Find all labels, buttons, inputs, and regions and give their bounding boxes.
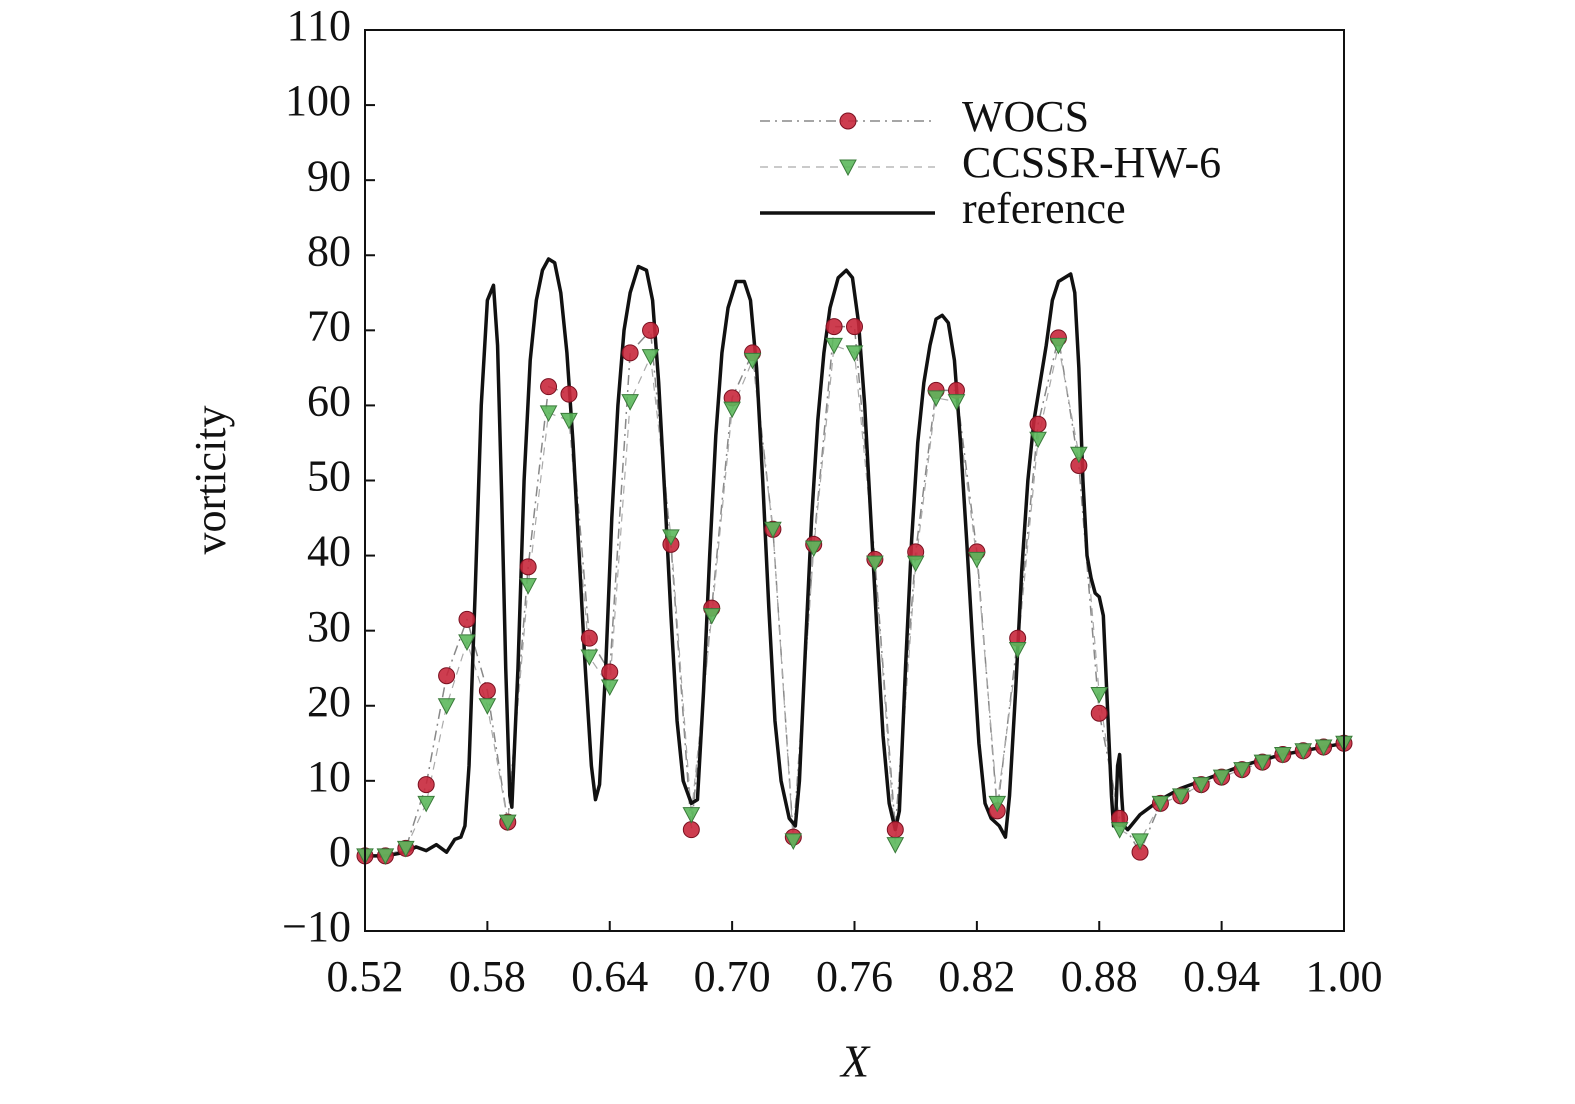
marker — [458, 610, 476, 628]
marker — [702, 608, 721, 625]
y-tick-label: 50 — [307, 452, 351, 501]
marker — [600, 679, 619, 697]
marker — [1008, 641, 1027, 659]
marker — [560, 385, 578, 403]
marker — [662, 529, 680, 546]
marker — [1314, 739, 1333, 757]
marker — [804, 540, 823, 558]
marker — [539, 405, 558, 422]
marker — [1090, 686, 1109, 704]
x-tick-label: 1.00 — [1306, 952, 1383, 1001]
marker — [886, 837, 905, 854]
marker — [458, 634, 476, 651]
marker — [839, 159, 857, 177]
marker — [866, 555, 884, 573]
legend-label: WOCS — [962, 92, 1089, 141]
marker — [1029, 431, 1047, 449]
marker — [1090, 704, 1108, 722]
marker — [438, 667, 456, 685]
marker — [682, 807, 701, 824]
marker — [825, 318, 843, 336]
marker — [478, 682, 496, 700]
x-tick-label: 0.88 — [1061, 952, 1138, 1001]
marker — [1212, 769, 1231, 787]
marker — [1049, 337, 1068, 355]
marker — [1172, 788, 1190, 805]
y-tick-label: 30 — [307, 602, 351, 651]
legend-label: CCSSR-HW-6 — [962, 138, 1221, 187]
plot-frame — [364, 29, 1345, 932]
marker — [519, 578, 538, 595]
marker — [560, 412, 578, 430]
legend-label: reference — [962, 184, 1126, 233]
marker — [906, 555, 925, 573]
y-tick-label: 60 — [307, 377, 351, 426]
y-tick-label: 20 — [307, 677, 351, 726]
marker — [743, 352, 762, 370]
marker — [1029, 415, 1047, 433]
marker — [417, 795, 436, 813]
marker — [1131, 833, 1149, 850]
marker — [580, 649, 599, 667]
x-axis-label: X — [839, 1036, 871, 1087]
marker — [988, 795, 1007, 813]
marker — [845, 345, 864, 362]
marker — [396, 840, 415, 858]
y-tick-label: 0 — [329, 827, 351, 876]
y-tick-label: 80 — [307, 226, 351, 275]
y-tick-label: 100 — [285, 76, 351, 125]
marker — [1192, 777, 1211, 794]
y-tick-label: 40 — [307, 527, 351, 576]
x-tick-label: 0.82 — [938, 952, 1015, 1001]
marker — [764, 521, 782, 539]
marker — [498, 814, 517, 832]
marker — [437, 698, 456, 715]
marker — [723, 401, 741, 419]
marker — [947, 394, 966, 411]
marker — [1253, 754, 1272, 772]
marker — [621, 394, 639, 411]
marker — [1110, 822, 1129, 839]
marker — [968, 551, 986, 569]
marker — [417, 776, 435, 794]
marker — [519, 558, 537, 576]
x-tick-label: 0.70 — [694, 952, 771, 1001]
x-tick-label: 0.64 — [571, 952, 648, 1001]
marker — [784, 833, 803, 850]
marker — [601, 663, 619, 681]
marker — [540, 378, 558, 396]
marker — [376, 848, 395, 865]
x-tick-label: 0.58 — [449, 952, 526, 1001]
marker — [927, 390, 945, 407]
marker — [839, 112, 857, 130]
marker — [846, 318, 863, 336]
marker — [1273, 747, 1292, 764]
marker — [1233, 762, 1251, 779]
marker — [1070, 446, 1088, 464]
x-tick-label: 0.52 — [327, 952, 404, 1001]
marker — [1294, 743, 1313, 760]
series-line — [365, 257, 1345, 858]
y-tick-label: 110 — [287, 1, 351, 50]
marker — [642, 321, 660, 339]
marker — [1151, 795, 1170, 813]
marker — [621, 344, 639, 362]
marker — [886, 821, 904, 839]
marker — [478, 698, 497, 715]
y-tick-label: 90 — [307, 151, 351, 200]
marker — [825, 337, 843, 355]
marker — [641, 349, 660, 366]
y-axis-label: vorticity — [186, 405, 235, 554]
marker — [580, 629, 598, 647]
y-tick-label: 70 — [307, 301, 351, 350]
x-tick-label: 0.76 — [816, 952, 893, 1001]
x-tick-label: 0.94 — [1183, 952, 1260, 1001]
y-tick-label: −10 — [282, 902, 351, 951]
marker — [682, 821, 700, 839]
y-tick-label: 10 — [307, 752, 351, 801]
